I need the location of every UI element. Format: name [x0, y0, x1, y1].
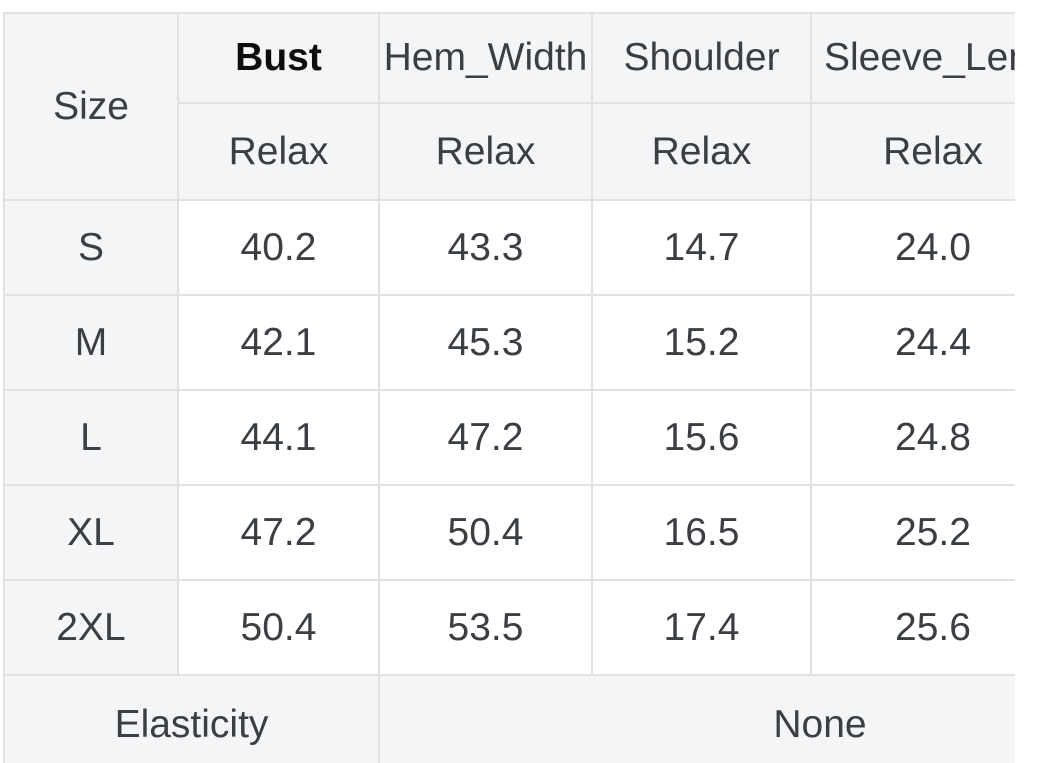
size-label-m: M	[3, 294, 179, 391]
size-chart-scroll-container[interactable]: Size Bust Hem_Width Shoulder Sleeve_Leng…	[3, 12, 1015, 763]
table-row-m: M 42.1 45.3 15.2 24.4	[3, 294, 1015, 391]
column-header-bust: Bust	[177, 12, 380, 104]
size-label-2xl: 2XL	[3, 579, 179, 676]
size-label-xl: XL	[3, 484, 179, 581]
header-row-measurements: Size Bust Hem_Width Shoulder Sleeve_Leng…	[3, 12, 1015, 201]
cell-2xl-shoulder: 17.4	[591, 579, 812, 676]
fit-subheader-hem-width: Relax	[378, 102, 593, 201]
table-row-elasticity: Elasticity None	[3, 674, 1015, 763]
size-label-l: L	[3, 389, 179, 486]
cell-l-sleeve-length: 24.8	[810, 389, 1015, 486]
table-row-l: L 44.1 47.2 15.6 24.8	[3, 389, 1015, 486]
cell-m-bust: 42.1	[177, 294, 380, 391]
table-row-s: S 40.2 43.3 14.7 24.0	[3, 199, 1015, 296]
cell-s-hem-width: 43.3	[378, 199, 593, 296]
cell-2xl-sleeve-length: 25.6	[810, 579, 1015, 676]
cell-m-sleeve-length: 24.4	[810, 294, 1015, 391]
fit-subheader-shoulder: Relax	[591, 102, 812, 201]
table-row-2xl: 2XL 50.4 53.5 17.4 25.6	[3, 579, 1015, 676]
cell-l-shoulder: 15.6	[591, 389, 812, 486]
cell-l-hem-width: 47.2	[378, 389, 593, 486]
table-row-xl: XL 47.2 50.4 16.5 25.2	[3, 484, 1015, 581]
cell-xl-bust: 47.2	[177, 484, 380, 581]
cell-m-shoulder: 15.2	[591, 294, 812, 391]
fit-subheader-sleeve-length: Relax	[810, 102, 1015, 201]
fit-subheader-bust: Relax	[177, 102, 380, 201]
elasticity-value-cell: None	[378, 674, 1015, 763]
cell-m-hem-width: 45.3	[378, 294, 593, 391]
column-header-hem-width: Hem_Width	[378, 12, 593, 104]
column-header-sleeve-length: Sleeve_Length	[810, 12, 1015, 104]
cell-s-sleeve-length: 24.0	[810, 199, 1015, 296]
cell-2xl-bust: 50.4	[177, 579, 380, 676]
elasticity-label-cell: Elasticity	[3, 674, 380, 763]
cell-l-bust: 44.1	[177, 389, 380, 486]
size-label-s: S	[3, 199, 179, 296]
cell-s-bust: 40.2	[177, 199, 380, 296]
column-header-shoulder: Shoulder	[591, 12, 812, 104]
size-chart-table: Size Bust Hem_Width Shoulder Sleeve_Leng…	[3, 12, 1015, 763]
size-header-cell: Size	[3, 12, 179, 201]
header-row-fit: Relax Relax Relax Relax	[4, 102, 1015, 201]
cell-xl-shoulder: 16.5	[591, 484, 812, 581]
cell-2xl-hem-width: 53.5	[378, 579, 593, 676]
cell-s-shoulder: 14.7	[591, 199, 812, 296]
cell-xl-hem-width: 50.4	[378, 484, 593, 581]
cell-xl-sleeve-length: 25.2	[810, 484, 1015, 581]
